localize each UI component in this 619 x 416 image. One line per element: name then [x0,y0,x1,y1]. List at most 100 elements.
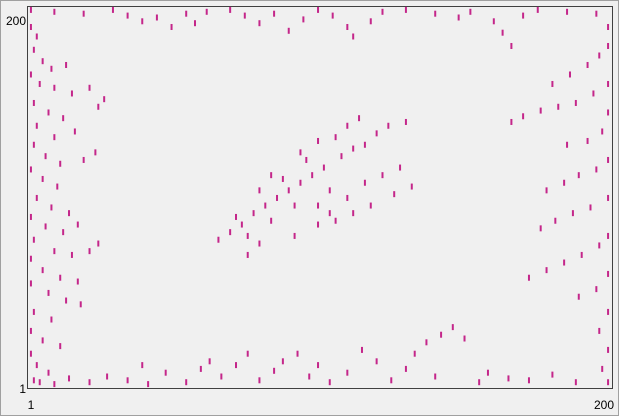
point [38,80,41,87]
point [566,141,569,148]
point [595,166,598,173]
point [308,373,311,380]
point [478,379,481,386]
point [29,350,32,357]
point [56,183,59,190]
point [568,71,571,78]
point [270,217,273,224]
point [29,255,32,262]
point [390,377,393,384]
point [358,115,361,122]
point [404,365,407,372]
point [352,145,355,152]
point [50,65,53,72]
point [199,365,202,372]
point [299,179,302,186]
point [47,109,50,116]
point [32,141,35,148]
point [32,46,35,53]
point [586,137,589,144]
point [276,194,279,201]
point [281,175,284,182]
point [264,202,267,209]
point [557,103,560,110]
point [317,6,320,13]
point [469,8,472,15]
point [607,270,610,277]
y-tick-label: 200 [6,14,26,28]
point [607,308,610,315]
point [305,156,308,163]
point [527,274,530,281]
point [607,232,610,239]
point [65,297,68,304]
point [607,109,610,116]
point [246,251,249,258]
point [35,194,38,201]
point [522,12,525,19]
point [252,210,255,217]
point [44,223,47,230]
point [393,191,396,198]
point [35,33,38,40]
point [29,280,32,287]
point [440,331,443,338]
point [539,107,542,114]
point [41,58,44,65]
point [68,375,71,382]
point [229,6,232,13]
point [592,90,595,97]
point [82,156,85,163]
point [363,179,366,186]
point [193,20,196,27]
point [346,194,349,201]
point [381,172,384,179]
point [571,210,574,217]
point [29,6,32,13]
y-tick-label: 1 [19,382,26,396]
point [331,12,334,19]
point [41,267,44,274]
point [369,18,372,25]
point [352,210,355,217]
point [97,240,100,247]
point [328,210,331,217]
point [246,350,249,357]
point [522,113,525,120]
point [32,308,35,315]
point [205,8,208,15]
point [229,229,232,236]
point [607,194,610,201]
point [607,23,610,30]
point [287,187,290,194]
point [574,379,577,386]
point [53,8,56,15]
point [598,327,601,334]
point [607,346,610,353]
point [50,204,53,211]
point [334,217,337,224]
point [246,232,249,239]
point [554,217,557,224]
point [76,221,79,228]
point [29,23,32,30]
point [410,183,413,190]
point [317,221,320,228]
point [463,335,466,342]
point [595,286,598,293]
point [486,369,489,376]
point [340,153,343,160]
point [29,327,32,334]
point [589,204,592,211]
plot-frame [27,6,613,389]
point [240,221,243,228]
point [566,8,569,15]
point [299,149,302,156]
point [363,141,366,148]
point [50,316,53,323]
point [360,346,363,353]
point [346,23,349,30]
point [580,251,583,258]
point [375,358,378,365]
